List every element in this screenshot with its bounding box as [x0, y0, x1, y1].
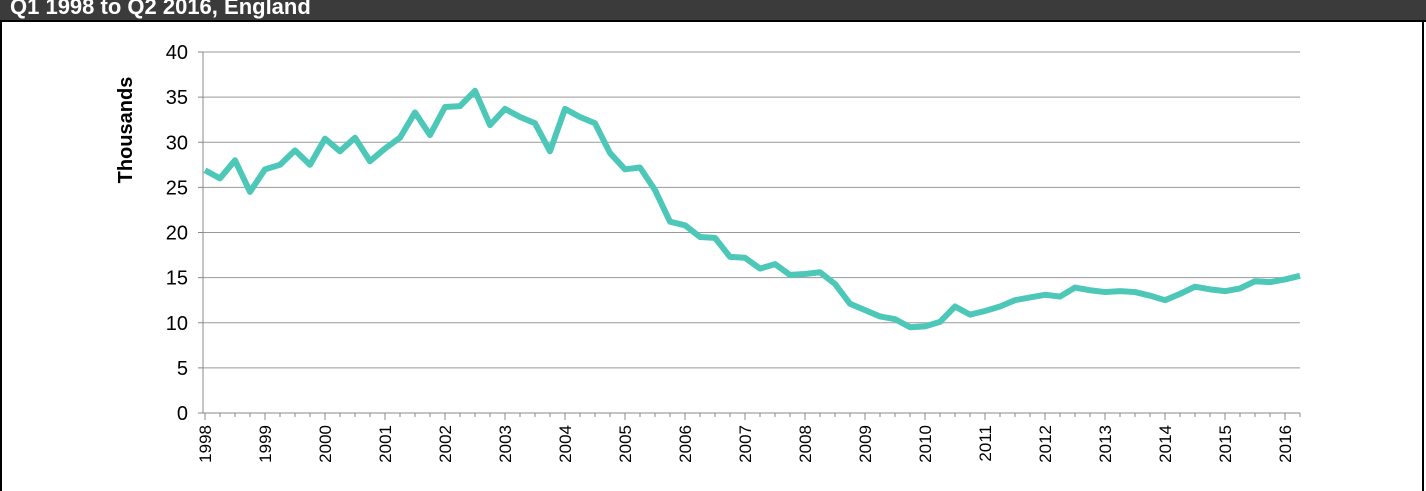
x-tick-label: 2000	[316, 425, 335, 463]
x-tick-label: 2014	[1156, 425, 1175, 463]
x-tick-label: 2007	[736, 425, 755, 463]
y-tick-label: 20	[166, 223, 188, 245]
x-tick-label: 2004	[556, 425, 575, 463]
x-tick-label: 2009	[856, 425, 875, 463]
y-tick-label: 25	[166, 177, 188, 199]
y-tick-label: 35	[166, 87, 188, 109]
x-tick-label: 2006	[676, 425, 695, 463]
header: Q1 1998 to Q2 2016, England	[0, 0, 1426, 22]
y-tick-label: 0	[177, 403, 188, 425]
y-tick-label: 5	[177, 358, 188, 380]
x-tick-label: 2012	[1036, 425, 1055, 463]
chart-title: Q1 1998 to Q2 2016, England	[10, 0, 311, 19]
x-tick-label: 2016	[1276, 425, 1295, 463]
x-tick-label: 2003	[496, 425, 515, 463]
x-tick-label: 2001	[376, 425, 395, 463]
x-tick-label: 2010	[916, 425, 935, 463]
x-tick-label: 2015	[1216, 425, 1235, 463]
x-tick-label: 1999	[256, 425, 275, 463]
x-tick-label: 2013	[1096, 425, 1115, 463]
y-axis-label: Thousands	[115, 77, 137, 184]
y-tick-label: 15	[166, 268, 188, 290]
y-tick-label: 30	[166, 132, 188, 154]
line	[203, 87, 1301, 331]
x-tick-label: 2011	[976, 425, 995, 462]
y-tick-label: 40	[166, 42, 188, 64]
y-tick-label: 10	[166, 313, 188, 335]
x-tick-label: 2005	[616, 425, 635, 463]
x-tick-label: 1998	[196, 425, 215, 463]
x-tick-label: 2008	[796, 425, 815, 463]
x-tick-label: 2002	[436, 425, 455, 463]
